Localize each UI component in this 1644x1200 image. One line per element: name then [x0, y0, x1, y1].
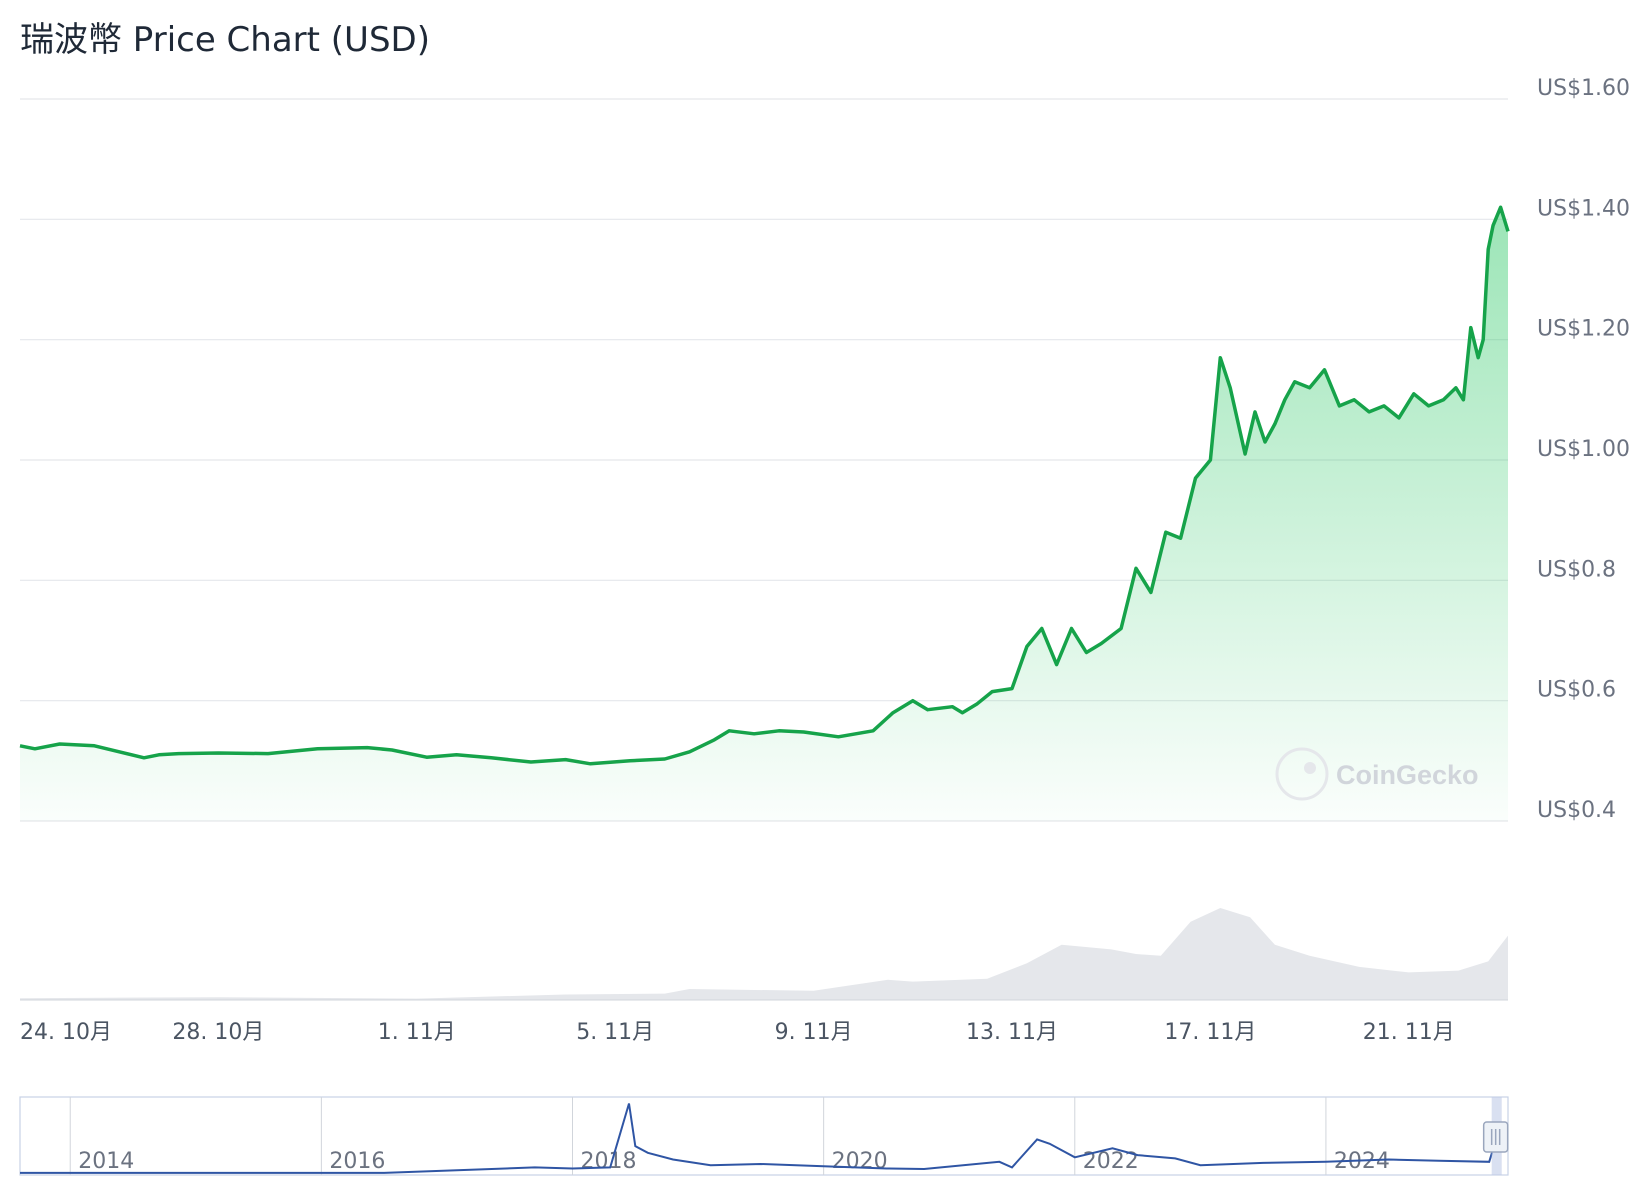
- x-tick-label: 9. 11月: [775, 1020, 853, 1045]
- x-tick-label: 13. 11月: [966, 1020, 1058, 1045]
- y-tick-label: US$0.4: [1537, 798, 1616, 823]
- price-series-line: [19, 205, 1510, 766]
- x-tick-label: 5. 11月: [576, 1020, 654, 1045]
- gecko-logo-icon: [1275, 747, 1329, 801]
- x-tick-label: 28. 10月: [172, 1020, 264, 1045]
- y-tick-label: US$1.40: [1537, 196, 1630, 221]
- volume-area: [20, 908, 1508, 1001]
- gecko-eye-icon: [1304, 762, 1316, 774]
- x-axis-labels: 24. 10月 28. 10月 1. 11月 5. 11月 9. 11月 13. 11月 1…: [20, 1020, 1455, 1045]
- price-fill: [20, 207, 1508, 822]
- x-tick-label: 24. 10月: [20, 1020, 112, 1045]
- x-tick-label: 17. 11月: [1164, 1020, 1256, 1045]
- navigator-year-label: 2016: [329, 1149, 385, 1174]
- y-axis-labels: US$0.4 US$0.6 US$0.8 US$1.00 US$1.20 US$1.40 U…: [1537, 76, 1630, 823]
- price-area: [20, 207, 1508, 822]
- x-tick-label: 1. 11月: [378, 1020, 456, 1045]
- y-tick-label: US$1.20: [1537, 317, 1630, 342]
- y-tick-label: US$0.6: [1537, 678, 1616, 703]
- volume-series: [20, 908, 1508, 1000]
- navigator-year-label: 2014: [78, 1149, 134, 1174]
- x-tick-label: 21. 11月: [1363, 1020, 1455, 1045]
- price-line: [19, 205, 1510, 766]
- navigator-year-label: 2018: [581, 1149, 637, 1174]
- navigator-year-label: 2020: [832, 1149, 888, 1174]
- watermark-text: CoinGecko: [1336, 760, 1479, 790]
- chart-title: 瑞波幣 Price Chart (USD): [20, 20, 430, 60]
- y-tick-label: US$1.60: [1537, 76, 1630, 101]
- navigator-frame: [19, 1096, 1509, 1176]
- coingecko-watermark: CoinGecko: [1275, 747, 1479, 801]
- range-navigator[interactable]: 2014 2016 2018 2020 2022 2024: [19, 1096, 1509, 1176]
- y-tick-label: US$0.8: [1537, 557, 1616, 582]
- y-tick-label: US$1.00: [1537, 437, 1630, 462]
- navigator-handle[interactable]: [1482, 1121, 1509, 1153]
- navigator-series-line: [20, 1103, 1497, 1174]
